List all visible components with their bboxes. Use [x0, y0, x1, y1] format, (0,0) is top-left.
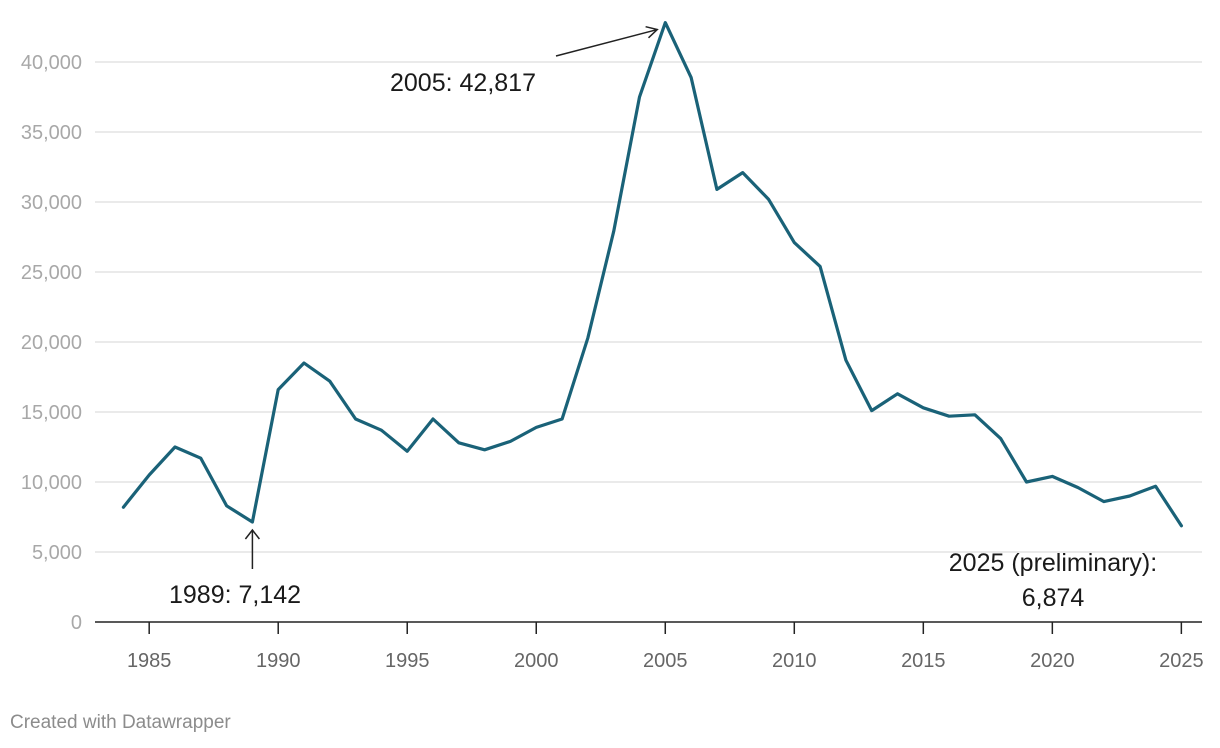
x-tick-label: 2010 — [772, 650, 817, 672]
footer-credit: Created with Datawrapper — [10, 712, 231, 733]
y-tick-label: 5,000 — [32, 542, 82, 564]
gridlines — [95, 61, 1202, 553]
y-tick-label: 0 — [71, 612, 82, 634]
series-line — [121, 21, 1183, 528]
y-tick-label: 10,000 — [21, 472, 82, 494]
annotations — [244, 25, 659, 569]
arrow-2005 — [555, 28, 658, 57]
x-tick-label: 2025 — [1159, 650, 1204, 672]
x-tick-label: 1990 — [256, 650, 301, 672]
x-tick-label: 2015 — [901, 650, 946, 672]
x-axis-ticks: 1985 1990 1995 2000 2005 2010 2015 2020 2025 — [127, 622, 1204, 672]
arrow-2005-head — [645, 25, 659, 39]
x-tick-label: 2020 — [1030, 650, 1075, 672]
y-tick-label: 35,000 — [21, 122, 82, 144]
y-tick-label: 15,000 — [21, 402, 82, 424]
y-tick-label: 25,000 — [21, 262, 82, 284]
y-tick-label: 20,000 — [21, 332, 82, 354]
arrow-1989-head — [244, 528, 260, 540]
x-tick-label: 2005 — [643, 650, 688, 672]
annotation-2005: 2005: 42,817 — [390, 69, 536, 97]
y-tick-label: 40,000 — [21, 52, 82, 74]
y-tick-label: 30,000 — [21, 192, 82, 214]
annotation-1989: 1989: 7,142 — [169, 581, 301, 609]
y-axis-ticks: 0 5,000 10,000 15,000 20,000 25,000 30,000 35,0… — [21, 52, 82, 634]
x-tick-label: 1985 — [127, 650, 172, 672]
x-tick-label: 1995 — [385, 650, 430, 672]
annotation-2025-line2: 6,874 — [1022, 584, 1085, 612]
annotation-2025-line1: 2025 (preliminary): — [949, 549, 1157, 577]
x-tick-label: 2000 — [514, 650, 559, 672]
